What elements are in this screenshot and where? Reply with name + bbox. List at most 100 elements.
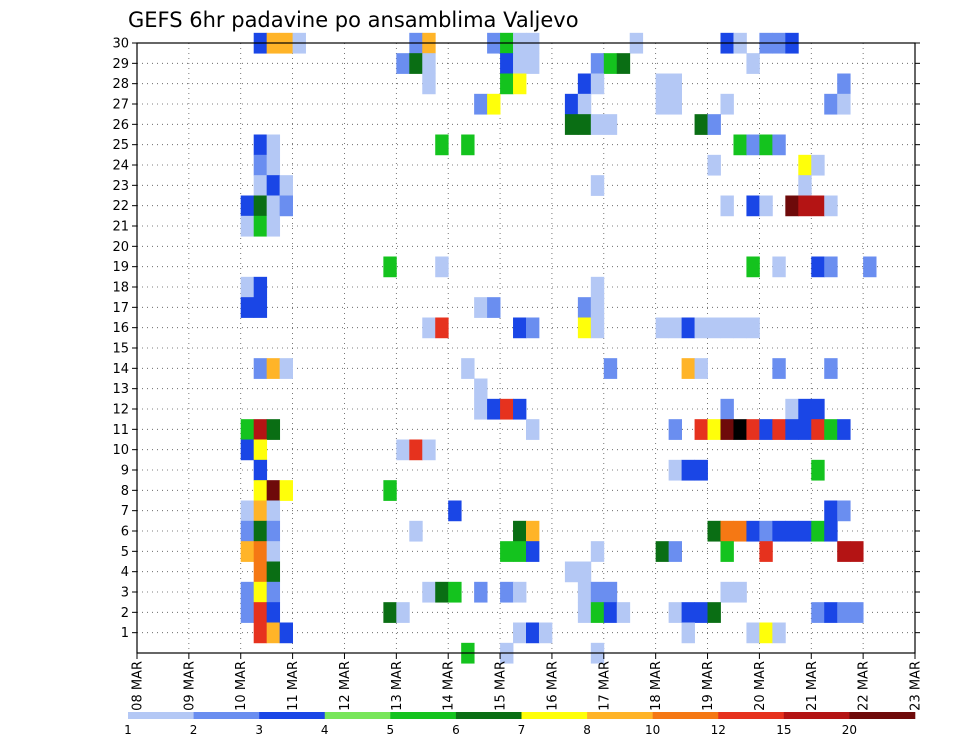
heat-cell: [266, 154, 281, 176]
heat-cell: [824, 500, 838, 522]
heat-cell: [746, 195, 760, 217]
heat-cell: [383, 602, 397, 623]
heat-cell: [668, 459, 682, 481]
heat-cell: [798, 419, 812, 440]
heat-cell: [253, 459, 268, 481]
heat-cell: [513, 581, 527, 603]
heat-cell: [422, 53, 436, 74]
colorbar-segment: [390, 712, 457, 719]
heat-cell: [590, 541, 605, 562]
heat-cell: [240, 500, 255, 522]
heat-cell: [785, 419, 799, 440]
heat-cell: [603, 114, 618, 135]
heat-cell: [279, 480, 293, 501]
heat-cell: [746, 256, 760, 278]
heat-cell: [513, 541, 527, 562]
heat-cell: [655, 541, 670, 562]
heat-cell: [240, 439, 255, 461]
heat-cell: [526, 317, 540, 339]
heat-cell: [668, 317, 682, 339]
heat-cell: [435, 134, 449, 156]
x-tick-label: 18 MAR: [649, 661, 664, 711]
heat-cell: [720, 398, 734, 420]
x-tick-label: 19 MAR: [701, 661, 716, 711]
heat-cell: [279, 622, 293, 644]
y-tick-label: 26: [112, 118, 129, 133]
heat-cell: [850, 602, 864, 623]
y-tick-label: 2: [121, 606, 129, 621]
heat-cell: [603, 602, 618, 623]
heat-cell: [513, 53, 527, 74]
grid-lines: [137, 42, 915, 653]
heat-cell: [798, 175, 812, 196]
heat-cell: [279, 358, 293, 379]
heat-cell: [668, 419, 682, 440]
x-tick-label: 14 MAR: [442, 661, 457, 711]
heat-cell: [474, 93, 488, 115]
heat-cell: [253, 154, 268, 176]
heat-cell: [526, 541, 540, 562]
colorbar-label: 1: [124, 723, 132, 737]
colorbar-segment: [455, 712, 522, 719]
heat-cell: [668, 93, 682, 115]
heat-cell: [266, 195, 281, 217]
heat-cell: [474, 398, 488, 420]
heat-cell: [590, 581, 605, 603]
colorbar-label: 10: [645, 723, 660, 737]
heat-cell: [720, 581, 734, 603]
heat-cell: [785, 195, 799, 217]
heat-cell: [253, 622, 268, 644]
heat-cell: [772, 256, 786, 278]
colorbar-label: 6: [452, 723, 460, 737]
heat-cell: [746, 419, 760, 440]
heat-cell: [707, 419, 721, 440]
heat-cell: [253, 134, 268, 156]
heat-cell: [240, 541, 255, 562]
x-tick-label: 16 MAR: [545, 661, 560, 711]
heat-cell: [694, 358, 708, 379]
heat-cell: [266, 175, 281, 196]
heat-cell: [266, 602, 281, 623]
x-tick-label: 15 MAR: [494, 661, 509, 711]
y-tick-label: 28: [112, 77, 129, 92]
y-tick-label: 19: [112, 260, 129, 275]
heat-cell: [668, 602, 682, 623]
heat-cell: [487, 398, 501, 420]
heat-cell: [526, 419, 540, 440]
heat-cell: [266, 581, 281, 603]
heat-cell: [240, 215, 255, 237]
heat-cell: [513, 520, 527, 542]
heat-cell: [266, 561, 281, 583]
heat-cell: [513, 317, 527, 339]
heat-cell: [448, 500, 462, 522]
y-tick-label: 11: [112, 423, 129, 438]
heat-cell: [681, 622, 695, 644]
y-tick-label: 17: [112, 301, 129, 316]
heat-cell: [435, 256, 449, 278]
heat-cell: [253, 541, 268, 562]
heat-cell: [759, 541, 773, 562]
heat-cell: [396, 53, 410, 74]
heat-cell: [668, 541, 682, 562]
heat-cell: [616, 53, 631, 74]
heat-cell: [707, 602, 721, 623]
heat-cell: [500, 73, 514, 95]
heat-cell: [798, 154, 812, 176]
heat-cell: [577, 317, 592, 339]
heat-cell: [577, 561, 592, 583]
heat-cell: [409, 439, 423, 461]
heat-cell: [240, 419, 255, 440]
heat-cell: [590, 114, 605, 135]
heat-cell: [707, 154, 721, 176]
heat-cell: [526, 53, 540, 74]
x-tick-label: 20 MAR: [753, 661, 768, 711]
heat-cell: [253, 480, 268, 501]
heat-cell: [590, 73, 605, 95]
heat-cell: [526, 622, 540, 644]
heat-cell: [577, 602, 592, 623]
heat-cell: [811, 195, 825, 217]
heat-cell: [746, 622, 760, 644]
heat-cell: [824, 358, 838, 379]
colorbar-segment: [718, 712, 785, 719]
